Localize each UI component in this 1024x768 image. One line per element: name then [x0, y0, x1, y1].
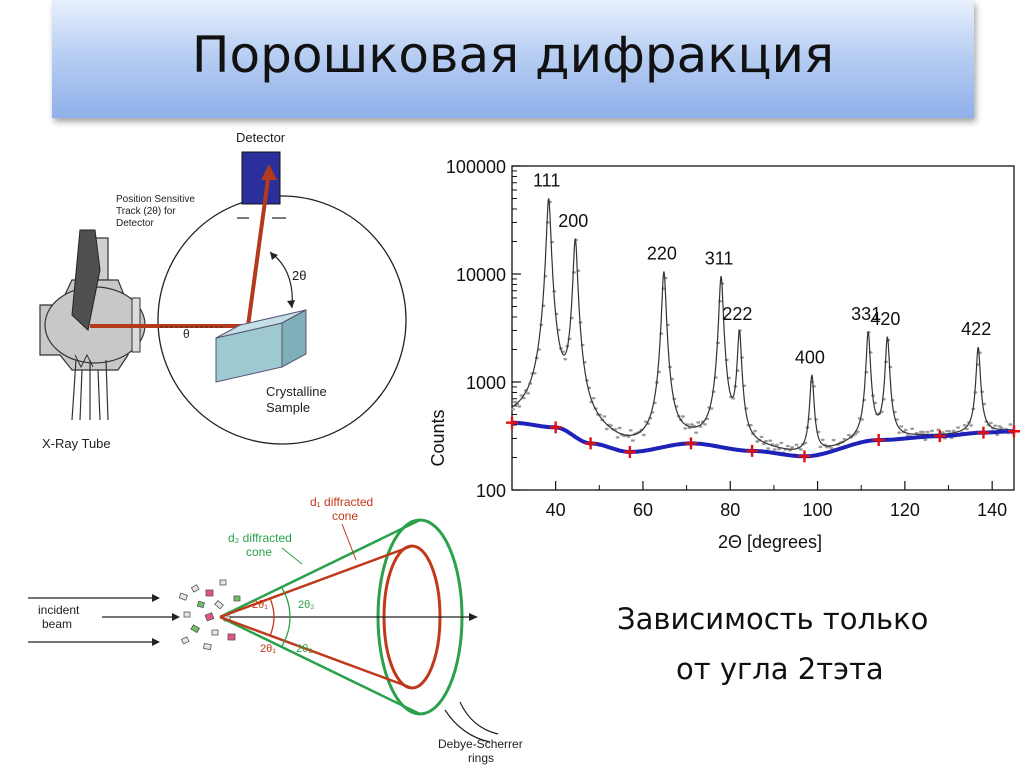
- d1-cone: [219, 544, 413, 690]
- title-bar: Порошковая дифракция: [52, 0, 974, 118]
- x-tick-label: 100: [803, 500, 833, 520]
- crystalline-sample: [215, 309, 307, 383]
- y-tick-label: 10000: [456, 265, 506, 285]
- background-marker: [977, 426, 990, 439]
- cone-diagram: incident beam 2θ₁ 2θ₂ 2θ₁ 2θ₂ d₁ diffrac…: [28, 495, 523, 765]
- track-label-3: Detector: [116, 218, 154, 229]
- peak-label: 111: [533, 171, 560, 191]
- rings-label-1: Debye-Scherrer: [438, 737, 523, 751]
- x-tick-label: 120: [890, 500, 920, 520]
- sample-label-2: Sample: [266, 400, 310, 415]
- background-marker: [746, 444, 759, 457]
- d1-label-1: d₁ diffracted: [310, 495, 373, 509]
- x-tick-label: 140: [977, 500, 1007, 520]
- x-tick-label: 60: [633, 500, 653, 520]
- background-marker: [584, 437, 597, 450]
- goniometer-circle: [157, 195, 407, 445]
- background-marker: [872, 434, 885, 447]
- d2-cone: [219, 518, 421, 716]
- diffracted-beam: [246, 171, 271, 327]
- track-label-2: Track (2θ) for: [116, 206, 176, 217]
- two-theta-label: 2θ: [292, 268, 306, 283]
- peak-label: 422: [961, 319, 991, 339]
- incident-arrows: [28, 594, 180, 646]
- track-label-1: Position Sensitive: [116, 194, 195, 205]
- incident-label-1: incident: [38, 603, 80, 617]
- peak-label: 331: [851, 304, 881, 324]
- d1-label-2: cone: [332, 509, 358, 523]
- caption-line-2: от угла 2тэта: [676, 652, 884, 686]
- angle-2theta1-top: 2θ₁: [252, 599, 268, 611]
- d2-label-2: cone: [246, 545, 272, 559]
- peak-label: 311: [705, 248, 734, 268]
- peak-label: 220: [647, 244, 677, 264]
- rings-label-2: rings: [468, 751, 494, 765]
- rings-pointer: [444, 701, 499, 743]
- diffractometer-diagram: X-Ray Tube Detector Position Sensitive T…: [39, 130, 407, 451]
- peak-label: 200: [558, 211, 588, 231]
- x-tick-label: 40: [546, 500, 566, 520]
- angle-2theta2-bottom: 2θ₂: [296, 643, 313, 655]
- measured-points: [510, 200, 1017, 456]
- background-marker: [933, 430, 946, 443]
- incident-label-2: beam: [42, 617, 72, 631]
- powder-sample: [178, 579, 241, 651]
- angle-2theta1-bottom: 2θ₁: [260, 643, 276, 655]
- background-marker: [623, 445, 636, 458]
- background-marker: [549, 421, 562, 434]
- xrd-chart: 100 1000 10000 100000 40 60 80 100 120 140 111 200 2…: [428, 157, 1020, 552]
- background-marker: [1008, 425, 1020, 438]
- background-marker: [798, 450, 811, 463]
- sample-label-1: Crystalline: [266, 384, 327, 399]
- two-theta-arc: [269, 251, 293, 309]
- angle-2theta2-top: 2θ₂: [298, 599, 315, 611]
- x-tick-label: 80: [720, 500, 740, 520]
- peak-label: 400: [795, 347, 825, 367]
- tube-label: X-Ray Tube: [42, 436, 111, 451]
- y-tick-label: 1000: [466, 373, 506, 393]
- plot-frame: [511, 165, 1015, 491]
- background-marker: [684, 437, 697, 450]
- chart-xlabel: 2Θ [degrees]: [718, 532, 822, 552]
- theta-label: θ: [183, 327, 190, 341]
- peak-label: 420: [870, 309, 900, 329]
- background-marker: [506, 416, 518, 429]
- slide-title: Порошковая дифракция: [191, 26, 835, 84]
- y-tick-label: 100000: [446, 157, 506, 177]
- fitted-profile: [511, 198, 1014, 450]
- d2-label-1: d₂ diffracted: [228, 531, 292, 545]
- diffracted-beam-arrowhead: [261, 164, 277, 180]
- detector-label: Detector: [236, 130, 286, 145]
- peak-label: 222: [722, 304, 752, 324]
- y-tick-label: 100: [476, 481, 506, 501]
- chart-ylabel: Counts: [428, 409, 448, 466]
- caption-line-1: Зависимость только: [617, 602, 929, 636]
